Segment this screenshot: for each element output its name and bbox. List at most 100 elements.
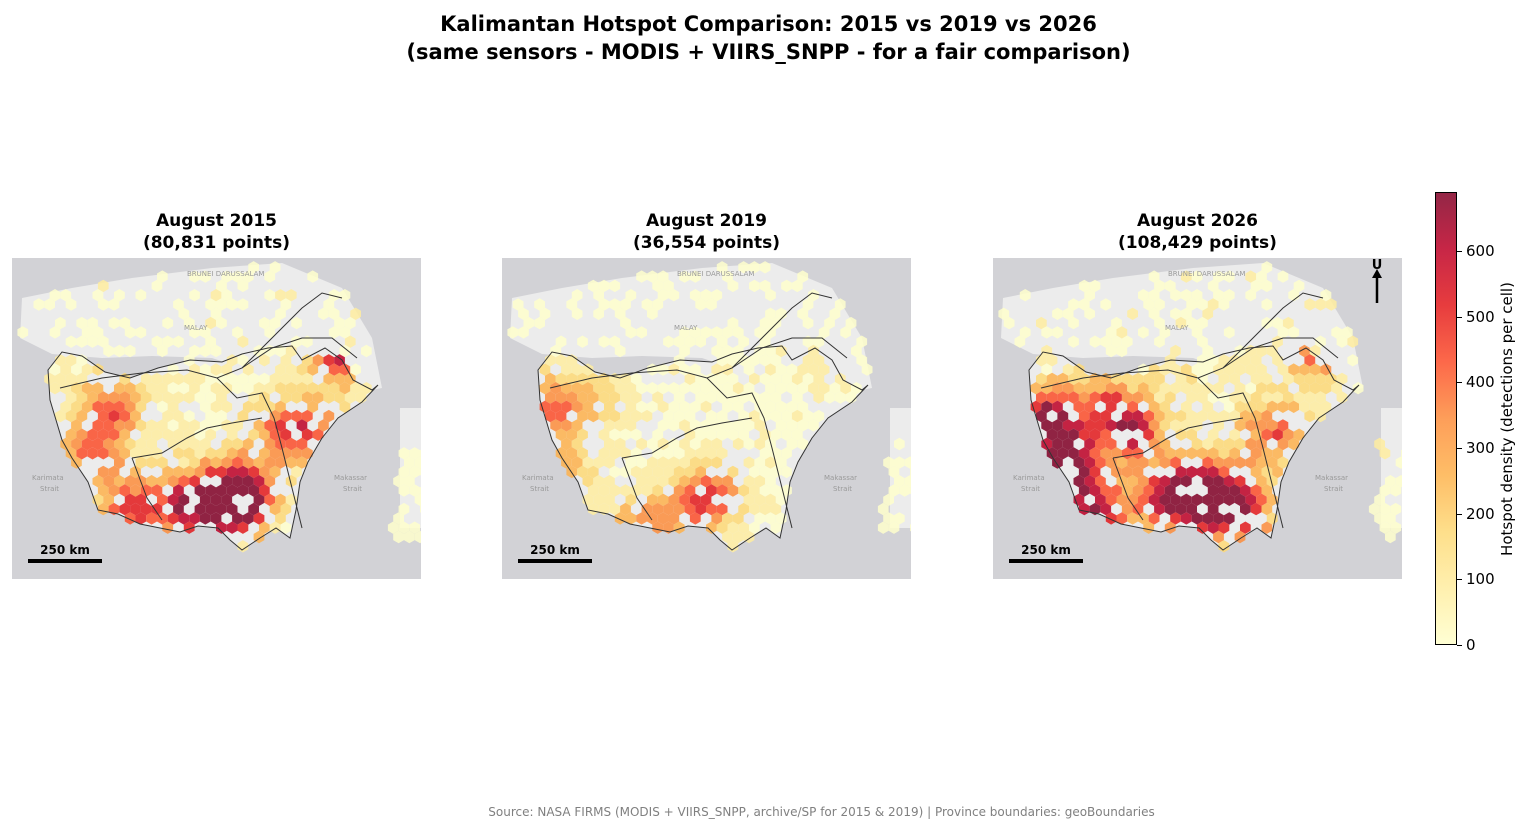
hexbin-cell bbox=[1089, 447, 1101, 460]
hexbin-cell bbox=[673, 521, 685, 534]
hexbin-cell bbox=[1132, 409, 1144, 423]
hexbin-cell bbox=[280, 354, 292, 367]
hexbin-cell bbox=[808, 289, 819, 302]
hexbin-cell bbox=[178, 382, 190, 395]
hexbin-cell bbox=[1197, 335, 1208, 348]
hexbin-cell bbox=[840, 382, 851, 395]
hexbin-cell bbox=[706, 502, 717, 516]
basemap-label: MALAY bbox=[184, 324, 208, 332]
island-boundary bbox=[537, 345, 869, 551]
hexbin-cell bbox=[813, 335, 825, 348]
hexbin-cell bbox=[1299, 363, 1310, 376]
hexbin-cell bbox=[1148, 382, 1160, 395]
hexbin-cell bbox=[1062, 419, 1074, 432]
hexbin-cell bbox=[577, 428, 588, 441]
hexbin-cell bbox=[71, 363, 82, 376]
hexbin-cell bbox=[1229, 484, 1240, 497]
hexbin-cell bbox=[1245, 289, 1257, 302]
hexbin-cell bbox=[1111, 316, 1122, 330]
hexbin-cell bbox=[636, 326, 647, 339]
hexbin-cell bbox=[194, 391, 206, 404]
hexbin-cell bbox=[673, 502, 685, 516]
hexbin-cell bbox=[668, 289, 680, 302]
province-boundaries bbox=[1028, 292, 1360, 551]
hexbin-cell bbox=[786, 437, 798, 451]
hexbin-cell bbox=[657, 512, 669, 525]
hexbin-cell bbox=[765, 512, 776, 525]
hexbin-cell bbox=[87, 316, 98, 330]
hexbin-cell bbox=[630, 391, 642, 404]
hexbin-cell bbox=[673, 409, 685, 423]
hexbin-cell bbox=[818, 363, 830, 376]
hexbin-cell bbox=[1272, 391, 1283, 404]
hexbin-cell bbox=[1052, 307, 1063, 320]
hexbin-cell bbox=[582, 363, 594, 376]
map-svg: BRUNEI DARUSSALAM MALAY Karimata Strait Maka… bbox=[502, 258, 911, 579]
hexbin-cell bbox=[318, 382, 329, 395]
hexbin-cell bbox=[232, 475, 243, 488]
hexbin-cell bbox=[135, 437, 147, 451]
hexbin-cell bbox=[221, 419, 233, 432]
hexbin-cell bbox=[555, 391, 567, 404]
hexbin-cell bbox=[275, 512, 286, 525]
hexbin-cell bbox=[387, 521, 399, 534]
hexbin-cell bbox=[1320, 289, 1332, 302]
hexbin-cell bbox=[711, 344, 723, 358]
hexbin-cell bbox=[1304, 354, 1316, 367]
hexbin-cell bbox=[668, 456, 680, 469]
hexbin-cell bbox=[189, 382, 200, 395]
hexbin-cell bbox=[609, 298, 621, 311]
hexbin-cell bbox=[668, 437, 680, 451]
hexbin-cell bbox=[232, 326, 243, 339]
hexbin-cell bbox=[770, 447, 782, 460]
hexbin-cell bbox=[566, 298, 578, 311]
hexbin-cell bbox=[668, 512, 680, 525]
scale-bar-label: 250 km bbox=[1021, 543, 1071, 557]
hexbin-cell bbox=[759, 465, 771, 479]
hexbin-cell bbox=[700, 419, 712, 432]
hexbin-cell bbox=[630, 428, 642, 441]
hexbin-cell bbox=[652, 279, 664, 293]
province-line bbox=[746, 292, 833, 354]
hexbin-cell bbox=[1245, 382, 1257, 395]
hexbin-cell bbox=[604, 382, 615, 395]
hexbin-cell bbox=[695, 502, 706, 516]
hexbin-cell bbox=[103, 344, 114, 358]
hexbin-cell bbox=[1368, 502, 1380, 516]
hexbin-cell bbox=[700, 400, 712, 413]
hexbin-cell bbox=[1143, 372, 1155, 386]
hexbin-cell bbox=[253, 512, 265, 525]
hexbin-cell bbox=[1315, 372, 1326, 386]
hexbin-cell bbox=[657, 289, 669, 302]
hexbin-cell bbox=[307, 400, 319, 413]
hexbin-cell bbox=[700, 493, 712, 506]
hexbin-cell bbox=[1121, 391, 1133, 404]
hexbin-cell bbox=[1132, 484, 1144, 497]
hexbin-cell bbox=[323, 409, 335, 423]
hexbin-cell bbox=[1272, 316, 1283, 330]
hexbin-cell bbox=[173, 409, 184, 423]
hexbin-cell bbox=[146, 419, 157, 432]
hexbin-cell bbox=[711, 512, 723, 525]
hexbin-cell bbox=[1191, 512, 1203, 525]
hexbin-cell bbox=[856, 354, 868, 367]
hexbin-cell bbox=[269, 372, 281, 386]
hexbin-cell bbox=[625, 456, 637, 469]
hexbin-cell bbox=[571, 437, 583, 451]
hexbin-cell bbox=[226, 428, 238, 441]
hexbin-cell bbox=[716, 447, 728, 460]
hexbin-cell bbox=[1266, 475, 1278, 488]
colorbar-tick-label: 0 bbox=[1466, 636, 1476, 654]
hexbin-cell bbox=[829, 382, 841, 395]
hexbin-cell bbox=[114, 382, 125, 395]
hexbin-cell bbox=[1019, 289, 1031, 302]
hexbin-cell bbox=[183, 447, 195, 460]
hexbin-cell bbox=[1180, 400, 1192, 413]
hexbin-cell bbox=[162, 409, 174, 423]
hexbin-cell bbox=[119, 502, 131, 516]
hexbin-cell bbox=[1100, 447, 1112, 460]
hexbin-cell bbox=[593, 493, 604, 506]
hexbin-cell bbox=[877, 521, 889, 534]
hexbin-cell bbox=[1089, 484, 1101, 497]
hexbin-cell bbox=[523, 316, 535, 330]
